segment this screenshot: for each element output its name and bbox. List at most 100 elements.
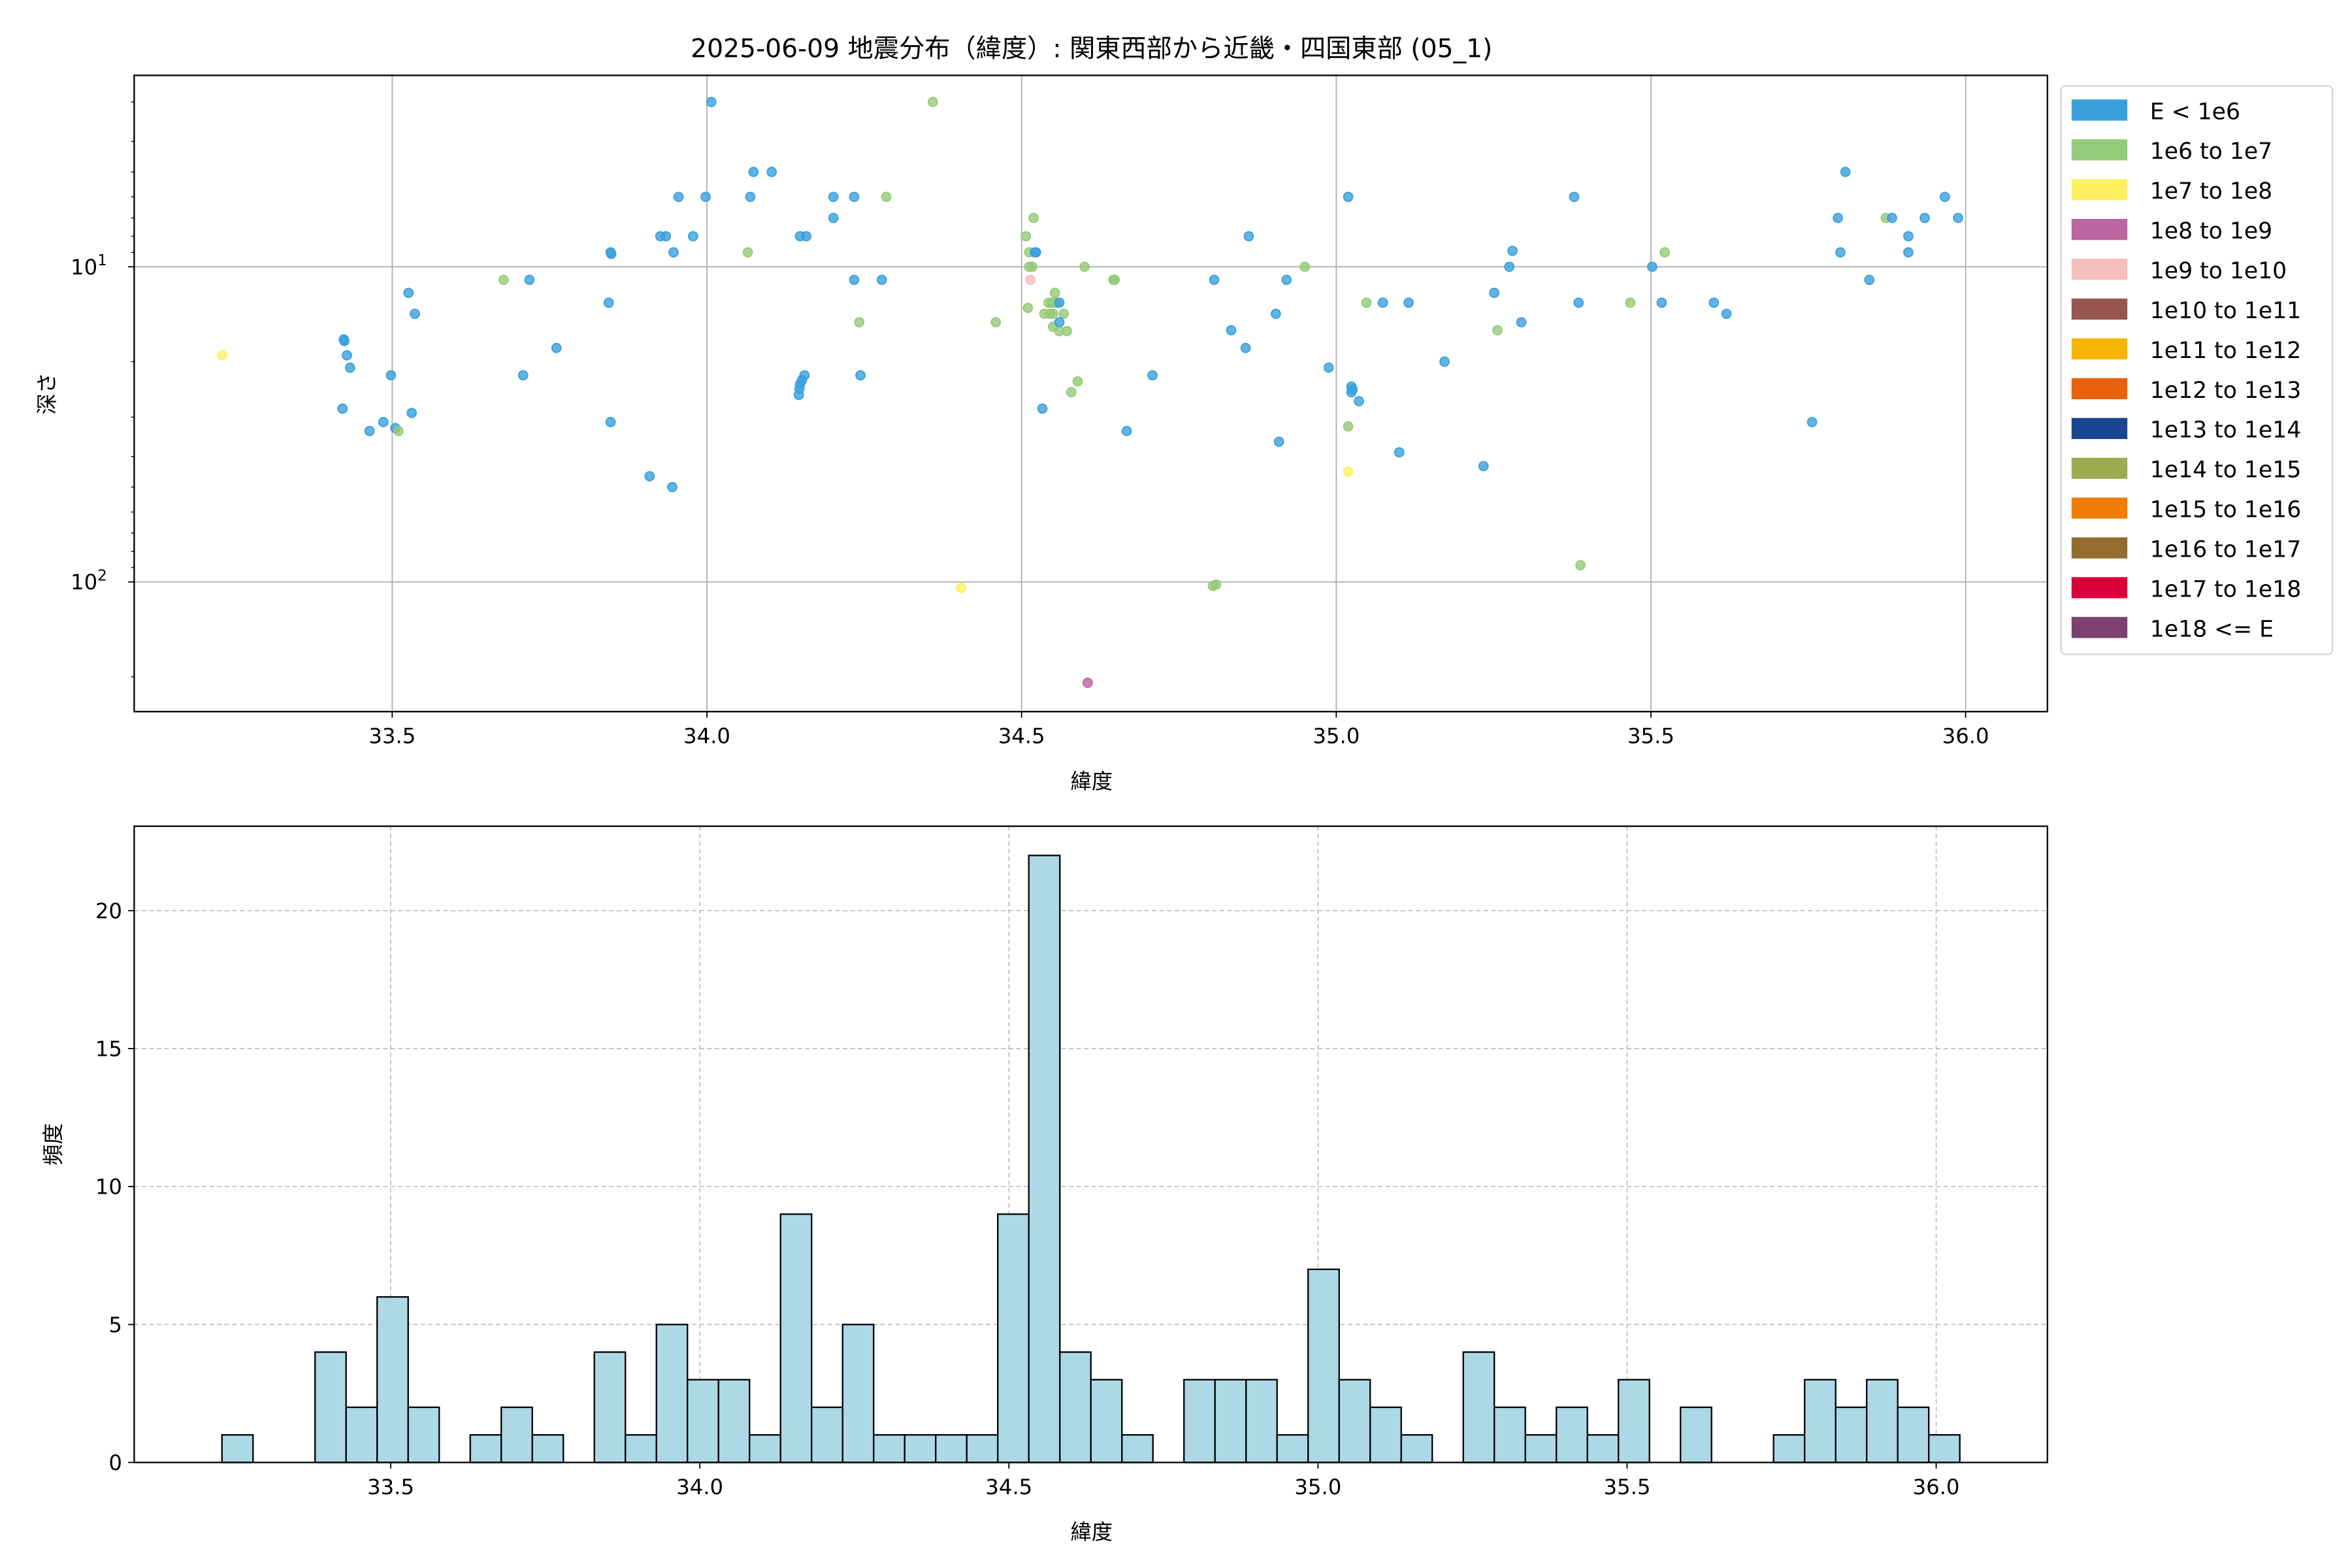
legend-label: 1e12 to 1e13: [2150, 378, 2301, 404]
scatter-point: [524, 274, 535, 286]
legend-swatch: [2071, 99, 2128, 121]
scatter-point: [1492, 325, 1503, 336]
scatter-point: [551, 342, 562, 353]
legend-swatch: [2071, 457, 2128, 479]
scatter-point: [1054, 317, 1065, 328]
scatter-point: [1647, 261, 1658, 272]
scatter-point: [700, 191, 711, 203]
scatter-point: [410, 308, 420, 319]
histogram-x-tick-label: 34.5: [985, 1475, 1032, 1499]
scatter-point: [1569, 191, 1580, 203]
scatter-point: [1394, 447, 1405, 458]
histogram-bar: [1680, 1406, 1712, 1463]
scatter-point: [1062, 325, 1072, 336]
scatter-point: [799, 370, 810, 381]
histogram-bar: [1183, 1379, 1216, 1463]
legend-swatch: [2071, 139, 2128, 161]
histogram-bar: [904, 1434, 937, 1463]
scatter-point: [406, 408, 417, 418]
histogram-bar: [841, 1324, 875, 1463]
histogram-bar: [873, 1434, 906, 1463]
scatter-point: [1147, 370, 1158, 381]
scatter-point: [1109, 274, 1120, 286]
legend-label: 1e11 to 1e12: [2150, 338, 2301, 364]
histogram-bar: [749, 1434, 781, 1463]
histogram-bar: [1307, 1268, 1340, 1463]
scatter-point: [1504, 261, 1515, 272]
legend-swatch: [2071, 259, 2128, 280]
scatter-point: [644, 471, 655, 482]
scatter-axes-frame: [133, 74, 2048, 713]
histogram-ticks: 33.5 34.0 34.5 35.0 35.5 36.0 0 5 10 15 20: [95, 898, 1960, 1499]
histogram-bar: [1276, 1434, 1309, 1463]
scatter-y-tick-exponent: 2: [97, 567, 107, 584]
scatter-point: [1833, 212, 1843, 223]
chart-title: 2025-06-09 地震分布（緯度）: 関東西部から近畿・四国東部 (05_1…: [691, 35, 1492, 64]
scatter-x-tick-label: 34.5: [998, 724, 1045, 749]
scatter-point: [1027, 261, 1037, 272]
histogram-bar: [1059, 1351, 1092, 1463]
legend-swatch: [2071, 298, 2128, 320]
scatter-point: [1054, 297, 1065, 308]
scatter-point: [1840, 167, 1851, 177]
histogram-bar: [1338, 1379, 1371, 1463]
histogram-bar: [1121, 1434, 1154, 1463]
histogram-bar: [407, 1406, 440, 1463]
scatter-x-tick-label: 36.0: [1942, 724, 1989, 749]
scatter-point: [828, 191, 839, 203]
legend-label: 1e17 to 1e18: [2150, 576, 2301, 602]
legend-label: 1e9 to 1e10: [2150, 258, 2287, 284]
scatter-point: [1403, 297, 1414, 308]
histogram-bar: [779, 1213, 813, 1463]
histogram: 33.5 34.0 34.5 35.0 35.5 36.0 0 5 10 15 20 緯度 頻度: [41, 825, 2048, 1544]
histogram-axes-frame: [133, 825, 2048, 1463]
scatter-point: [668, 247, 679, 258]
scatter-point: [1022, 302, 1034, 314]
histogram-bar: [1462, 1351, 1495, 1463]
scatter-point: [667, 482, 678, 493]
scatter-point: [661, 231, 672, 242]
histogram-x-tick-label: 33.5: [367, 1475, 414, 1499]
histogram-bar: [1214, 1379, 1247, 1463]
scatter-x-label: 緯度: [1070, 769, 1113, 794]
scatter-point: [1343, 191, 1354, 203]
scatter-y-tick-base: 10: [71, 570, 97, 595]
histogram-bar: [531, 1434, 564, 1463]
scatter-point: [1439, 356, 1450, 367]
scatter-point: [1478, 461, 1489, 472]
histogram-bar: [1369, 1406, 1402, 1463]
histogram-bar: [1618, 1379, 1650, 1463]
histogram-bar: [717, 1379, 751, 1463]
scatter-point: [344, 362, 355, 373]
scatter-point: [1721, 308, 1732, 319]
scatter-point: [766, 167, 777, 177]
legend-swatch: [2071, 179, 2128, 201]
scatter-point: [1903, 247, 1914, 258]
scatter-point: [1343, 421, 1354, 432]
scatter-point: [1516, 317, 1527, 328]
scatter-point: [1072, 376, 1083, 387]
scatter-point: [393, 425, 404, 436]
scatter-point: [1025, 274, 1036, 286]
scatter-point: [801, 231, 812, 242]
legend-frame: [2060, 85, 2334, 655]
histogram-bar: [1028, 855, 1061, 1463]
scatter-point: [1066, 387, 1077, 398]
scatter-y-tick-label: 102: [71, 567, 107, 595]
scatter-point: [990, 317, 1002, 328]
legend-label: 1e8 to 1e9: [2150, 218, 2272, 244]
legend-label: 1e14 to 1e15: [2150, 457, 2301, 483]
scatter-x-tick-label: 33.5: [368, 724, 416, 749]
scatter-grid: [134, 75, 2048, 712]
histogram-bar: [687, 1379, 719, 1463]
scatter-point: [1343, 466, 1354, 477]
scatter-point: [339, 336, 350, 346]
scatter-point: [1489, 287, 1499, 299]
histogram-x-tick-label: 36.0: [1913, 1475, 1960, 1499]
scatter-point: [828, 212, 839, 223]
scatter-point: [1573, 297, 1584, 308]
